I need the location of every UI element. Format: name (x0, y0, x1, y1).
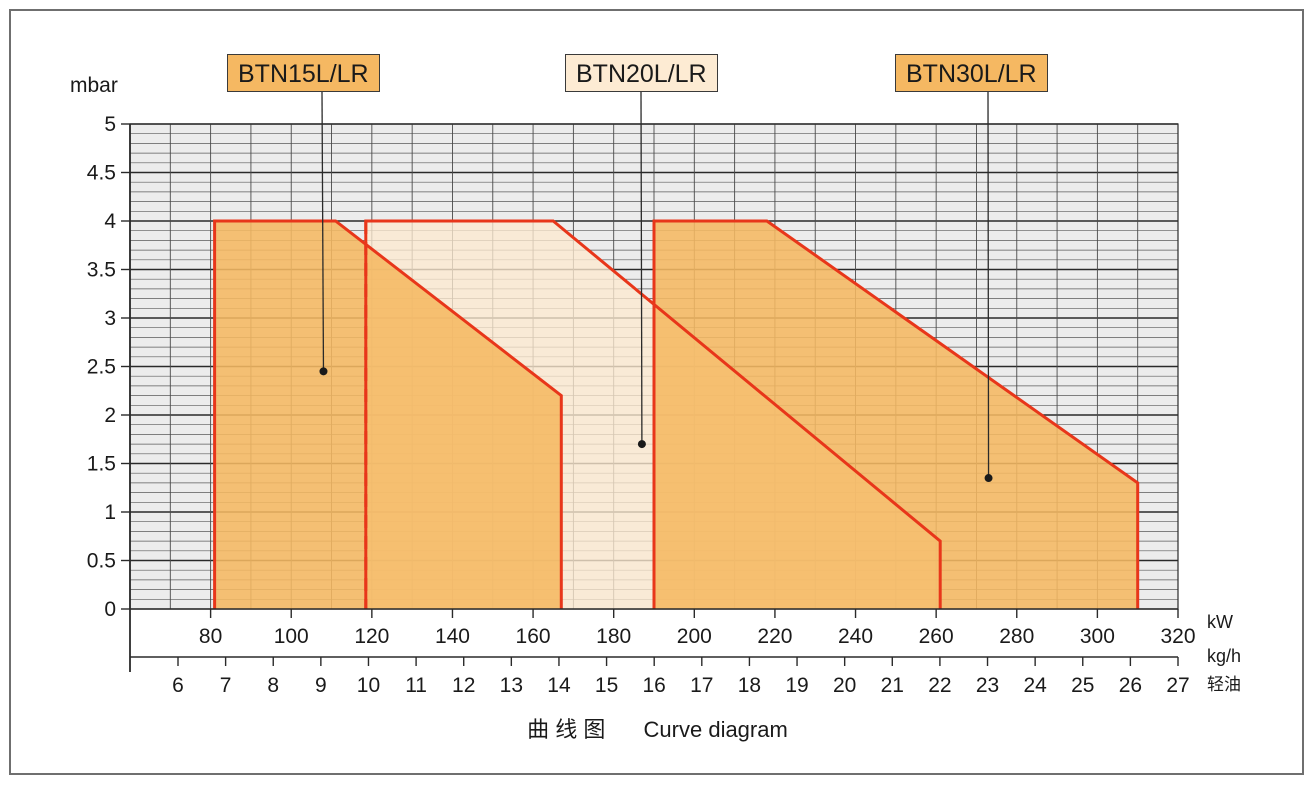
x2-tick-label: 10 (357, 674, 380, 697)
leader-line-BTN30L/LR (987, 91, 990, 479)
y-tick-label: 1.5 (87, 453, 116, 476)
x2-tick-label: 18 (738, 674, 761, 697)
x-tick-label: 140 (435, 625, 470, 648)
x-tick-label: 320 (1160, 625, 1195, 648)
leader-dot-BTN15L/LR (319, 367, 328, 376)
y-tick-label: 4 (104, 210, 116, 233)
x2-tick-label: 27 (1166, 674, 1189, 697)
chart-caption: 曲 线 图 Curve diagram (0, 712, 1315, 744)
area-outline-BTN30L/LR (652, 219, 1140, 609)
y-tick-label: 2 (104, 404, 116, 427)
x2-tick-label: 21 (881, 674, 904, 697)
x2-tick-label: 11 (405, 674, 427, 697)
model-label-btn20: BTN20L/LR (565, 54, 718, 92)
x-tick-label: 240 (838, 625, 873, 648)
x2-tick-label: 17 (690, 674, 713, 697)
chart-frame (9, 9, 1304, 775)
x2-tick-label: 14 (547, 674, 571, 697)
model-label-btn30: BTN30L/LR (895, 54, 1048, 92)
x2-tick-label: 20 (833, 674, 856, 697)
x2-tick-label: 9 (315, 674, 327, 697)
x2-tick-label: 6 (172, 674, 184, 697)
y-tick-label: 3.5 (87, 259, 116, 282)
x2-tick-label: 8 (267, 674, 279, 697)
x-unit-label: kW (1207, 612, 1233, 632)
x2-tick-label: 13 (500, 674, 523, 697)
x-tick-label: 200 (677, 625, 712, 648)
y-unit-label: mbar (70, 74, 118, 97)
y-tick-label: 3 (104, 307, 116, 330)
x2-tick-label: 26 (1119, 674, 1142, 697)
x-tick-label: 180 (596, 625, 631, 648)
leader-dot-BTN20L/LR (637, 440, 646, 449)
caption-cn: 曲 线 图 (527, 717, 606, 742)
y-tick-label: 1 (104, 501, 116, 524)
y-tick-label: 2.5 (87, 356, 116, 379)
x2-unit-cn-label: 轻油 (1207, 675, 1241, 694)
x2-tick-label: 12 (452, 674, 475, 697)
y-tick-label: 5 (104, 113, 116, 136)
x2-tick-label: 22 (928, 674, 951, 697)
x-tick-label: 100 (274, 625, 309, 648)
x-tick-label: 80 (199, 625, 222, 648)
x-tick-label: 120 (354, 625, 389, 648)
leader-line-BTN20L/LR (640, 91, 643, 445)
x-tick-label: 280 (999, 625, 1034, 648)
y-tick-label: 0.5 (87, 550, 116, 573)
x2-unit-label: kg/h (1207, 646, 1241, 666)
x2-tick-label: 16 (643, 674, 666, 697)
area-fill-BTN15L/LR (214, 221, 562, 609)
x2-tick-label: 25 (1071, 674, 1094, 697)
area-outline-BTN15L/LR (213, 219, 563, 609)
y-tick-label: 0 (104, 598, 116, 621)
x2-tick-label: 23 (976, 674, 999, 697)
x-tick-label: 300 (1080, 625, 1115, 648)
x2-tick-label: 15 (595, 674, 618, 697)
leader-line-BTN15L/LR (321, 91, 325, 372)
x-tick-label: 160 (516, 625, 551, 648)
x2-tick-label: 7 (220, 674, 232, 697)
y-tick-label: 4.5 (87, 162, 116, 185)
x2-tick-label: 24 (1023, 674, 1047, 697)
x2-tick-label: 19 (785, 674, 808, 697)
caption-en: Curve diagram (643, 717, 788, 742)
area-fill-BTN30L/LR (654, 221, 1138, 609)
x-tick-label: 220 (757, 625, 792, 648)
model-label-btn15: BTN15L/LR (227, 54, 380, 92)
x-tick-label: 260 (919, 625, 954, 648)
leader-dot-BTN30L/LR (984, 474, 993, 483)
